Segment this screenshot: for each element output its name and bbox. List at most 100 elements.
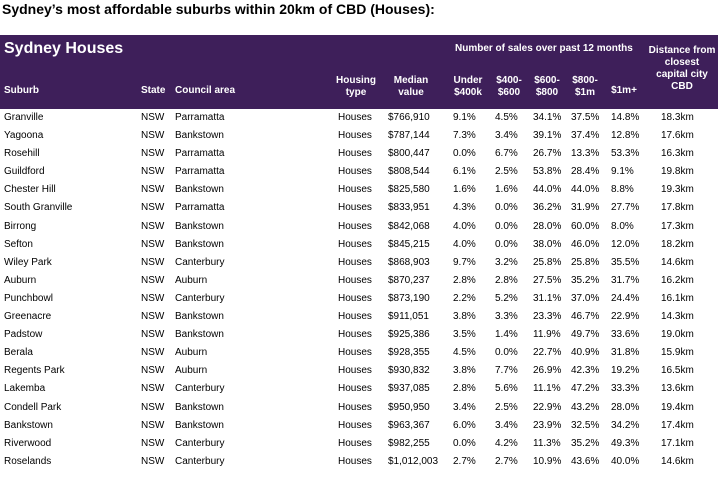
cell-1m-plus: 28.0%	[611, 401, 640, 413]
cell-600-800: 36.2%	[533, 202, 562, 214]
cell-800-1m: 35.2%	[571, 274, 600, 286]
cell-suburb: Guildford	[4, 166, 45, 178]
cell-400-600: 5.6%	[495, 383, 518, 395]
cell-distance: 15.9km	[661, 347, 694, 359]
cell-600-800: 25.8%	[533, 256, 562, 268]
cell-state: NSW	[141, 347, 165, 359]
cell-600-800: 11.9%	[533, 329, 561, 341]
header-400-600: $400- $600	[496, 75, 522, 98]
cell-1m-plus: 19.2%	[611, 365, 640, 377]
cell-400-600: 3.4%	[495, 419, 518, 431]
cell-400-600: 3.3%	[495, 311, 518, 323]
cell-median: $911,051	[388, 311, 429, 323]
cell-housing-type: Houses	[338, 455, 372, 467]
cell-400-600: 4.5%	[495, 112, 518, 123]
cell-600-800: 22.9%	[533, 401, 562, 413]
cell-1m-plus: 35.5%	[611, 256, 640, 268]
cell-state: NSW	[141, 148, 165, 160]
table-row: Berala NSW Auburn Houses $928,355 4.5% 0.0% 22.…	[0, 344, 718, 362]
cell-median: $845,215	[388, 238, 430, 250]
cell-800-1m: 46.7%	[571, 311, 600, 323]
cell-under-400k: 9.7%	[453, 256, 476, 268]
cell-400-600: 6.7%	[495, 148, 518, 160]
cell-suburb: Bankstown	[4, 419, 53, 431]
table-row: Chester Hill NSW Bankstown Houses $825,580 1.…	[0, 181, 718, 199]
cell-housing-type: Houses	[338, 365, 372, 377]
cell-state: NSW	[141, 311, 165, 323]
header-under-400k: Under $400k	[453, 75, 483, 98]
cell-median: $937,085	[388, 383, 430, 395]
cell-housing-type: Houses	[338, 184, 372, 196]
table-row: Bankstown NSW Bankstown Houses $963,367 6.0% 3…	[0, 417, 718, 435]
table-row: Punchbowl NSW Canterbury Houses $873,190 2.2%…	[0, 290, 718, 308]
header-distance: Distance from closest capital city CBD	[648, 45, 716, 92]
cell-800-1m: 46.0%	[571, 238, 600, 250]
cell-400-600: 0.0%	[495, 220, 518, 232]
cell-suburb: Lakemba	[4, 383, 46, 395]
cell-under-400k: 3.5%	[453, 329, 476, 341]
table-row: Riverwood NSW Canterbury Houses $982,255 0.0%…	[0, 435, 718, 453]
cell-suburb: Granville	[4, 112, 44, 123]
cell-under-400k: 6.0%	[453, 419, 476, 431]
cell-median: $873,190	[388, 292, 430, 304]
cell-600-800: 23.9%	[533, 419, 562, 431]
cell-400-600: 5.2%	[495, 292, 518, 304]
cell-housing-type: Houses	[338, 238, 372, 250]
cell-state: NSW	[141, 238, 165, 250]
cell-1m-plus: 40.0%	[611, 455, 640, 467]
cell-distance: 16.2km	[661, 274, 694, 286]
cell-council: Bankstown	[175, 329, 224, 341]
cell-suburb: Condell Park	[4, 401, 62, 413]
cell-median: $1,012,003	[388, 455, 439, 467]
cell-800-1m: 47.2%	[571, 383, 600, 395]
cell-1m-plus: 24.4%	[611, 292, 640, 304]
cell-600-800: 11.3%	[533, 437, 561, 449]
table-row: Regents Park NSW Auburn Houses $930,832 3.8% 7…	[0, 362, 718, 380]
cell-distance: 18.2km	[661, 238, 694, 250]
header-housing-type: Housing type	[336, 75, 376, 98]
cell-under-400k: 0.0%	[453, 148, 476, 160]
cell-1m-plus: 12.0%	[611, 238, 640, 250]
cell-400-600: 1.6%	[495, 184, 518, 196]
cell-under-400k: 2.8%	[453, 274, 476, 286]
cell-housing-type: Houses	[338, 274, 372, 286]
table-row: Birrong NSW Bankstown Houses $842,068 4.0% 0.0…	[0, 218, 718, 236]
cell-under-400k: 2.2%	[453, 292, 476, 304]
cell-state: NSW	[141, 112, 165, 123]
cell-800-1m: 44.0%	[571, 184, 600, 196]
cell-council: Canterbury	[175, 437, 225, 449]
cell-state: NSW	[141, 130, 165, 142]
cell-800-1m: 37.4%	[571, 130, 600, 142]
cell-distance: 14.6km	[661, 256, 694, 268]
cell-under-400k: 9.1%	[453, 112, 476, 123]
cell-council: Auburn	[175, 365, 208, 377]
cell-state: NSW	[141, 274, 165, 286]
cell-400-600: 2.5%	[495, 166, 518, 178]
cell-housing-type: Houses	[338, 166, 372, 178]
cell-600-800: 38.0%	[533, 238, 562, 250]
cell-distance: 19.3km	[661, 184, 694, 196]
cell-council: Parramatta	[175, 202, 225, 214]
cell-800-1m: 28.4%	[571, 166, 600, 178]
cell-800-1m: 43.6%	[571, 455, 600, 467]
cell-state: NSW	[141, 419, 165, 431]
table-title: Sydney Houses	[4, 40, 124, 57]
cell-suburb: South Granville	[4, 202, 73, 214]
cell-under-400k: 2.8%	[453, 383, 476, 395]
cell-400-600: 2.7%	[495, 455, 518, 467]
cell-400-600: 2.5%	[495, 401, 518, 413]
cell-600-800: 22.7%	[533, 347, 562, 359]
cell-1m-plus: 53.3%	[611, 148, 640, 160]
cell-distance: 14.3km	[661, 311, 694, 323]
cell-suburb: Rosehill	[4, 148, 40, 160]
cell-1m-plus: 8.0%	[611, 220, 634, 232]
cell-1m-plus: 31.8%	[611, 347, 640, 359]
cell-state: NSW	[141, 383, 165, 395]
table-row: Wiley Park NSW Canterbury Houses $868,903 9.7…	[0, 254, 718, 272]
cell-800-1m: 35.2%	[571, 437, 600, 449]
cell-under-400k: 0.0%	[453, 437, 476, 449]
header-median: Median value	[393, 75, 429, 98]
cell-1m-plus: 27.7%	[611, 202, 640, 214]
cell-median: $800,447	[388, 148, 430, 160]
cell-distance: 18.3km	[661, 112, 694, 123]
